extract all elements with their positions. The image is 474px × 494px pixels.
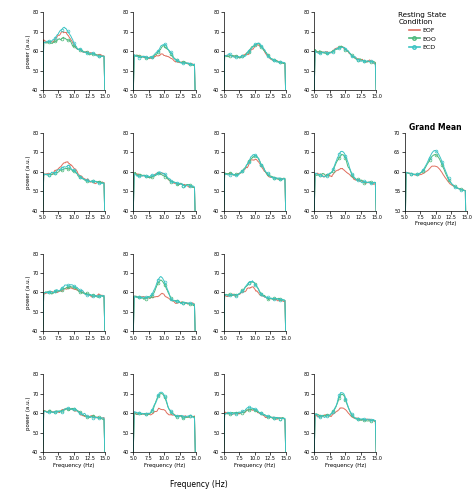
X-axis label: Frequency (Hz): Frequency (Hz)	[53, 462, 94, 467]
Title: Grand Mean: Grand Mean	[410, 123, 462, 132]
Y-axis label: power (a.u.): power (a.u.)	[26, 155, 31, 189]
Text: Frequency (Hz): Frequency (Hz)	[170, 480, 228, 489]
Y-axis label: power (a.u.): power (a.u.)	[26, 396, 31, 430]
Legend: EOF, EOO, ECD: EOF, EOO, ECD	[398, 11, 447, 50]
X-axis label: Frequency (Hz): Frequency (Hz)	[415, 221, 456, 226]
X-axis label: Frequency (Hz): Frequency (Hz)	[325, 462, 366, 467]
X-axis label: Frequency (Hz): Frequency (Hz)	[234, 462, 275, 467]
Y-axis label: power (a.u.): power (a.u.)	[26, 35, 31, 68]
Y-axis label: power (a.u.): power (a.u.)	[26, 276, 31, 309]
X-axis label: Frequency (Hz): Frequency (Hz)	[144, 462, 185, 467]
